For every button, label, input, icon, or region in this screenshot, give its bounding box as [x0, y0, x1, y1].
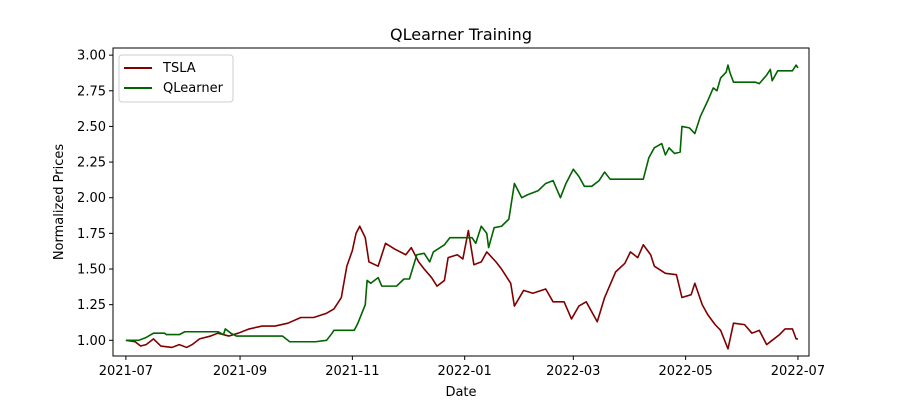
- series-layer: [125, 64, 799, 350]
- x-tick-label: 2021-07: [99, 364, 153, 379]
- chart-title: QLearner Training: [390, 25, 532, 44]
- y-axis-label: Normalized Prices: [52, 144, 67, 261]
- x-tick-label: 2021-09: [213, 364, 267, 379]
- y-tick-label: 2.00: [77, 191, 106, 206]
- y-tick-label: 2.50: [77, 120, 106, 135]
- x-tick-label: 2022-01: [438, 364, 492, 379]
- x-tick-label: 2022-07: [771, 364, 825, 379]
- y-tick-label: 3.00: [77, 49, 106, 64]
- y-axis: 1.00 1.25 1.50 1.75 2.00 2.25 2.50 2.75 3.00: [77, 49, 113, 349]
- series-line-qlearner: [125, 64, 799, 343]
- series-line-tsla: [125, 225, 798, 350]
- legend-label-tsla: TSLA: [162, 61, 196, 76]
- x-tick-label: 2022-03: [546, 364, 600, 379]
- y-tick-label: 1.75: [77, 227, 106, 242]
- x-axis-label: Date: [445, 385, 476, 400]
- y-tick-label: 1.50: [77, 263, 106, 278]
- x-tick-label: 2022-05: [658, 364, 712, 379]
- y-tick-label: 1.00: [77, 334, 106, 349]
- y-tick-label: 2.25: [77, 156, 106, 171]
- legend-box: [118, 54, 234, 103]
- legend-label-qlearner: QLearner: [163, 81, 224, 96]
- x-tick-label: 2021-11: [325, 364, 379, 379]
- y-tick-label: 1.25: [77, 298, 106, 313]
- legend: TSLA QLearner: [118, 54, 234, 103]
- plot-frame: [112, 47, 810, 357]
- y-tick-label: 2.75: [77, 84, 106, 99]
- x-axis: 2021-07 2021-09 2021-11 2022-01 2022-03 2022-…: [99, 356, 825, 379]
